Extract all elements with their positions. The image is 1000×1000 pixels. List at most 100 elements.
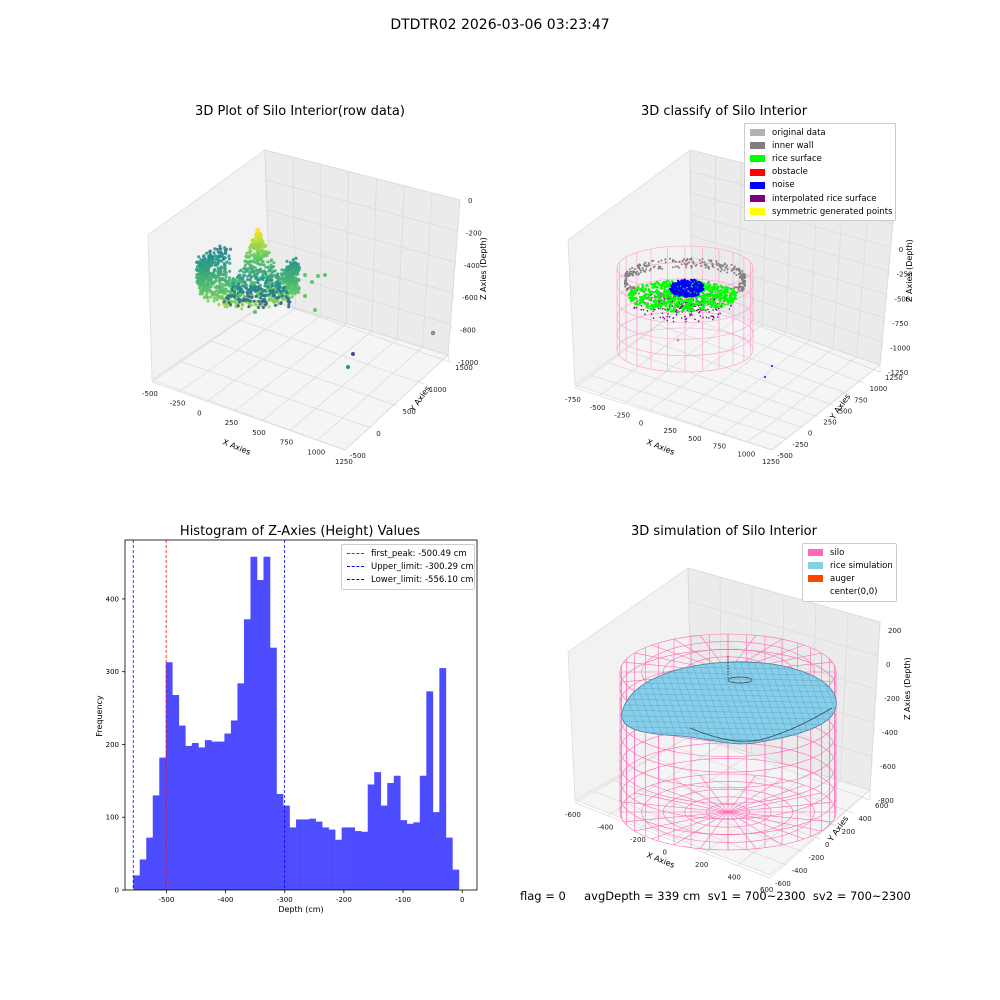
legend-entry: noise: [745, 179, 895, 192]
plot2-legend: original data inner wall rice surface obsta…: [744, 123, 896, 222]
legend-swatch: [750, 155, 765, 163]
plot2-tick-labels: -750-500-250025050075010001250-500-25002…: [565, 197, 916, 466]
histogram-bar: [393, 775, 401, 890]
legend-label: Lower_limit: -556.10 cm: [371, 574, 474, 585]
histogram-bar: [413, 822, 421, 890]
legend-swatch: [750, 181, 765, 189]
legend-label: rice surface: [772, 153, 822, 164]
histogram-ylabel: Frequency: [95, 695, 104, 737]
histogram-bar: [315, 821, 323, 890]
histogram-bar: [204, 740, 212, 890]
histogram-bar: [250, 556, 258, 890]
x-tick-label: -400: [218, 896, 234, 904]
legend-label: Upper_limit: -300.29 cm: [371, 561, 474, 572]
legend-entry: first_peak: -500.49 cm: [342, 547, 474, 560]
x-tick-label: 0: [460, 896, 464, 904]
plot1-title: 3D Plot of Silo Interior(row data): [195, 104, 405, 119]
z-tick-label: -600: [880, 763, 896, 771]
y-tick-label: 400: [858, 815, 871, 823]
y-tick-label: 600: [875, 802, 888, 810]
plot4-3d-simulation: -600-400-2000200400600-600-400-200020040…: [565, 567, 912, 894]
legend-swatch: [808, 549, 823, 557]
legend-label: silo: [830, 547, 845, 558]
legend-swatch: [750, 168, 765, 176]
histogram-frame: [124, 539, 478, 891]
plot2-zlabel: Z Axies (Depth): [905, 239, 914, 302]
z-tick-label: 250: [901, 222, 914, 230]
legend-swatch: [750, 142, 765, 150]
figure-suptitle: DTDTR02 2026-03-06 03:23:47: [390, 17, 610, 33]
histogram-bar: [276, 793, 284, 890]
histogram-bar: [263, 556, 271, 890]
histogram-bar: [159, 757, 167, 890]
plot1-tick-labels: -500-250025050075010001250-5000500100015…: [142, 197, 482, 466]
histogram-bar: [354, 831, 362, 890]
plot2-xlabel: X Axies: [645, 438, 676, 457]
histogram-bar: [445, 837, 453, 890]
legend-label: inner wall: [772, 140, 814, 151]
histogram-xlabel: Depth (cm): [278, 905, 323, 914]
histogram-bar: [224, 733, 232, 890]
histogram-bar: [296, 819, 303, 890]
legend-entry: Lower_limit: -556.10 cm: [342, 573, 474, 586]
y-tick-label: 300: [106, 668, 119, 676]
z-tick-label: -1000: [890, 344, 910, 352]
legend-label: noise: [772, 180, 795, 191]
histogram-bar: [406, 823, 414, 890]
histogram-bar: [256, 580, 264, 890]
x-tick-label: -200: [630, 836, 646, 844]
status-footer: flag = 0 avgDepth = 339 cm sv1 = 700~230…: [520, 889, 911, 903]
legend-entry: symmetric generated points: [745, 205, 895, 218]
z-tick-label: -250: [897, 271, 913, 279]
histogram-bar: [432, 812, 440, 890]
y-tick-label: 100: [106, 814, 119, 822]
histogram-bar: [146, 837, 154, 890]
legend-entry: Upper_limit: -300.29 cm: [342, 560, 474, 573]
z-tick-label: -600: [462, 294, 478, 302]
x-tick-label: 1000: [737, 450, 755, 458]
histogram-bar: [283, 805, 290, 890]
y-tick-label: 0: [825, 841, 829, 849]
plot4-auger: [727, 656, 753, 684]
x-tick-label: -500: [590, 404, 606, 412]
z-tick-label: -200: [466, 229, 482, 237]
histogram-bar: [198, 747, 206, 890]
histogram-bar: [185, 745, 193, 890]
histogram-bar: [387, 783, 395, 890]
legend-label: interpolated rice surface: [772, 193, 877, 204]
plot4-legend: silo rice simulation auger center(0,0): [802, 543, 897, 602]
histogram-legend: first_peak: -500.49 cm Upper_limit: -300.…: [341, 544, 475, 590]
z-tick-label: -800: [460, 327, 476, 335]
histogram-bar: [237, 683, 245, 890]
histogram-bar: [374, 772, 382, 890]
x-tick-label: -250: [170, 400, 186, 408]
y-tick-label: 200: [106, 741, 119, 749]
histogram-bar: [426, 691, 434, 890]
histogram-bar: [367, 784, 375, 890]
x-tick-label: -300: [277, 896, 293, 904]
x-tick-label: 750: [713, 443, 726, 451]
plot1-zlabel: Z Axies (Depth): [479, 237, 488, 300]
y-tick-label: 1000: [429, 386, 447, 394]
histogram-bar: [133, 875, 141, 890]
z-tick-label: 500: [903, 197, 916, 205]
y-tick-label: 1500: [455, 364, 473, 372]
plot4-tick-labels: -600-400-2000200400600-600-400-200020040…: [565, 627, 901, 894]
x-tick-label: 500: [688, 435, 701, 443]
y-tick-label: 0: [115, 887, 119, 895]
y-tick-label: 500: [839, 407, 852, 415]
legend-swatch: [808, 575, 823, 583]
y-tick-label: -250: [792, 441, 808, 449]
x-tick-label: 200: [695, 861, 708, 869]
z-tick-label: -400: [464, 262, 480, 270]
legend-swatch: [750, 195, 765, 203]
histogram-bars: [133, 556, 460, 890]
z-tick-label: 0: [468, 197, 472, 205]
legend-entry: auger: [803, 572, 896, 585]
x-tick-label: 1000: [307, 448, 325, 456]
x-tick-label: 250: [225, 419, 238, 427]
plot4-zlabel: Z Axies (Depth): [903, 657, 912, 720]
histogram-bar: [452, 869, 460, 890]
z-tick-label: -500: [894, 295, 910, 303]
z-tick-label: 0: [886, 661, 890, 669]
